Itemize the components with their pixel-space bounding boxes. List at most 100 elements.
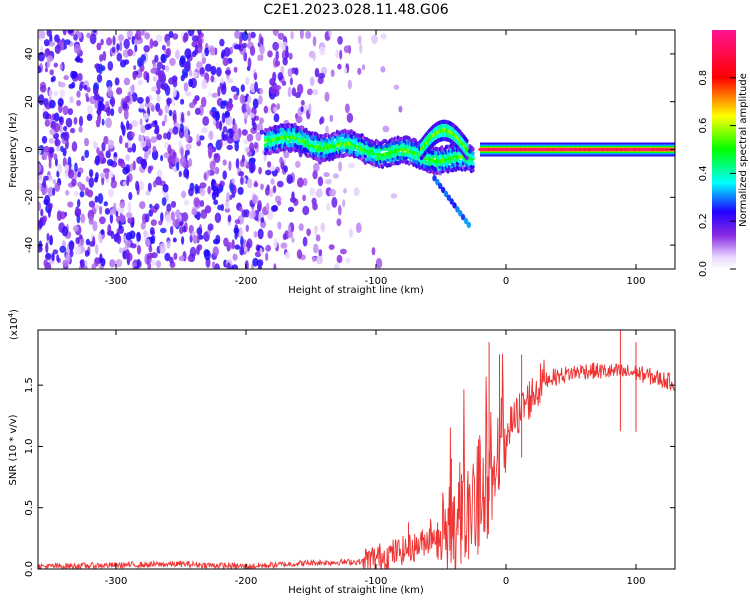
spectrogram-noise-cell — [155, 34, 163, 42]
spectrogram-noise-cell — [249, 112, 255, 119]
spectrogram-noise-cell — [139, 201, 146, 210]
spectrogram-noise-cell — [134, 44, 138, 53]
spectrogram-noise-cell — [48, 160, 52, 169]
y-tick-label: -20 — [24, 189, 35, 205]
spectrogram-noise-cell — [222, 57, 229, 66]
spectrogram-noise-cell — [246, 238, 253, 249]
spectrogram-noise-cell — [107, 139, 115, 149]
spectrogram-noise-cell — [234, 244, 241, 250]
spectrogram-noise-cell — [245, 224, 249, 232]
spectrogram-noise-cell — [196, 133, 200, 142]
spectrogram-noise-cell — [100, 229, 105, 235]
spectrogram-noise-cell — [240, 236, 244, 247]
spectrogram-noise-cell — [226, 262, 231, 269]
spectrogram-noise-cell — [151, 86, 158, 92]
spectrogram-trace-cell — [446, 194, 451, 201]
spectrogram-noise-cell — [163, 132, 168, 140]
spectrogram-noise-cell — [148, 245, 153, 253]
spectrogram-noise-cell — [297, 83, 304, 95]
spectrogram-noise-cell — [95, 244, 99, 255]
spectrogram-noise-cell — [178, 255, 185, 262]
spectrogram-noise-cell — [38, 65, 42, 74]
spectrogram-noise-cell — [266, 210, 274, 221]
spectrogram-noise-cell — [158, 108, 163, 116]
spectrogram-noise-cell — [145, 190, 151, 196]
spectrogram-noise-cell — [92, 140, 97, 149]
spectrogram-noise-cell — [118, 106, 123, 114]
spectrogram-noise-cell — [96, 147, 100, 155]
spectrogram-band-cell — [471, 161, 475, 166]
spectrogram-carrier-cell — [510, 148, 514, 151]
spectrogram-noise-cell — [297, 177, 304, 188]
spectrogram-noise-cell — [38, 201, 42, 211]
spectrogram-carrier-cell — [582, 148, 587, 151]
spectrogram-noise-cell — [213, 199, 219, 205]
spectrogram-band-cell — [413, 138, 417, 143]
spectrogram-noise-cell — [103, 201, 109, 207]
spectrogram-carrier-cell — [628, 148, 632, 151]
spectrogram-noise-cell — [48, 88, 53, 98]
spectrogram-noise-cell — [300, 106, 304, 113]
spectrogram-carrier-cell — [478, 148, 482, 151]
y-tick-label: -40 — [24, 237, 35, 253]
spectrogram-carrier-cell — [573, 148, 578, 151]
spectrogram-noise-cell — [323, 172, 330, 178]
spectrogram-noise-cell — [47, 208, 51, 218]
spectrogram-noise-cell — [232, 184, 237, 195]
spectrogram-noise-cell — [71, 141, 78, 152]
spectrogram-noise-cell — [50, 76, 54, 83]
spectrogram-noise-cell — [230, 183, 234, 194]
spectrogram-noise-cell — [161, 44, 166, 51]
spectrogram-noise-cell — [285, 251, 291, 259]
spectrogram-noise-cell — [94, 195, 99, 203]
spectrogram-noise-cell — [283, 151, 290, 159]
spectrogram-noise-cell — [43, 259, 48, 267]
spectrogram-noise-cell — [131, 84, 135, 94]
spectrogram-noise-cell — [390, 193, 398, 199]
spectrogram-noise-cell — [317, 176, 324, 187]
spectrogram-noise-cell — [246, 178, 253, 189]
spectrogram-noise-cell — [62, 131, 70, 141]
spectrogram-noise-cell — [214, 166, 220, 175]
spectrogram-noise-cell — [104, 208, 111, 215]
spectrogram-noise-cell — [217, 86, 221, 97]
spectrogram-noise-cell — [150, 136, 158, 144]
spectrogram-noise-cell — [237, 186, 244, 195]
spectrogram-carrier-cell — [551, 148, 555, 151]
spectrogram-noise-cell — [221, 112, 226, 124]
colorbar-tick-label: 0.0 — [698, 261, 709, 277]
spectrogram-trace-cell — [435, 178, 440, 186]
spectrogram-noise-cell — [224, 69, 232, 75]
spectrogram-noise-cell — [302, 194, 306, 202]
spectrogram-noise-cell — [53, 112, 60, 122]
spectrogram-noise-cell — [80, 259, 85, 268]
spectrogram-noise-cell — [238, 206, 243, 212]
spectrogram-noise-cell — [328, 30, 333, 38]
spectrogram-noise-cell — [38, 30, 43, 39]
spectrogram-noise-cell — [172, 126, 179, 135]
spectrogram-noise-cell — [122, 166, 129, 175]
spectrogram-noise-cell — [138, 134, 142, 142]
spectrogram-noise-cell — [43, 39, 50, 47]
spectrogram-noise-cell — [54, 44, 61, 54]
spectrogram-noise-cell — [216, 66, 222, 77]
spectrogram-noise-cell — [203, 172, 207, 181]
spectrogram-noise-cell — [46, 30, 52, 37]
spectrogram-noise-cell — [236, 87, 240, 96]
spectrogram-noise-cell — [287, 224, 292, 233]
spectrogram-noise-cell — [59, 123, 63, 133]
spectrogram-noise-cell — [103, 135, 109, 145]
spectrogram-noise-cell — [201, 52, 206, 59]
spectrogram-noise-cell — [181, 68, 188, 76]
spectrogram-noise-cell — [160, 154, 164, 162]
spectrogram-carrier-cell — [528, 148, 532, 151]
x-tick-label: -200 — [235, 276, 258, 287]
spectrogram-noise-cell — [52, 187, 56, 196]
spectrogram-noise-cell — [343, 67, 348, 74]
spectrogram-noise-cell — [54, 34, 60, 43]
spectrogram-noise-cell — [207, 145, 213, 157]
spectrogram-noise-cell — [48, 99, 56, 109]
spectrogram-noise-cell — [267, 161, 272, 168]
spectrogram-noise-cell — [179, 123, 184, 133]
